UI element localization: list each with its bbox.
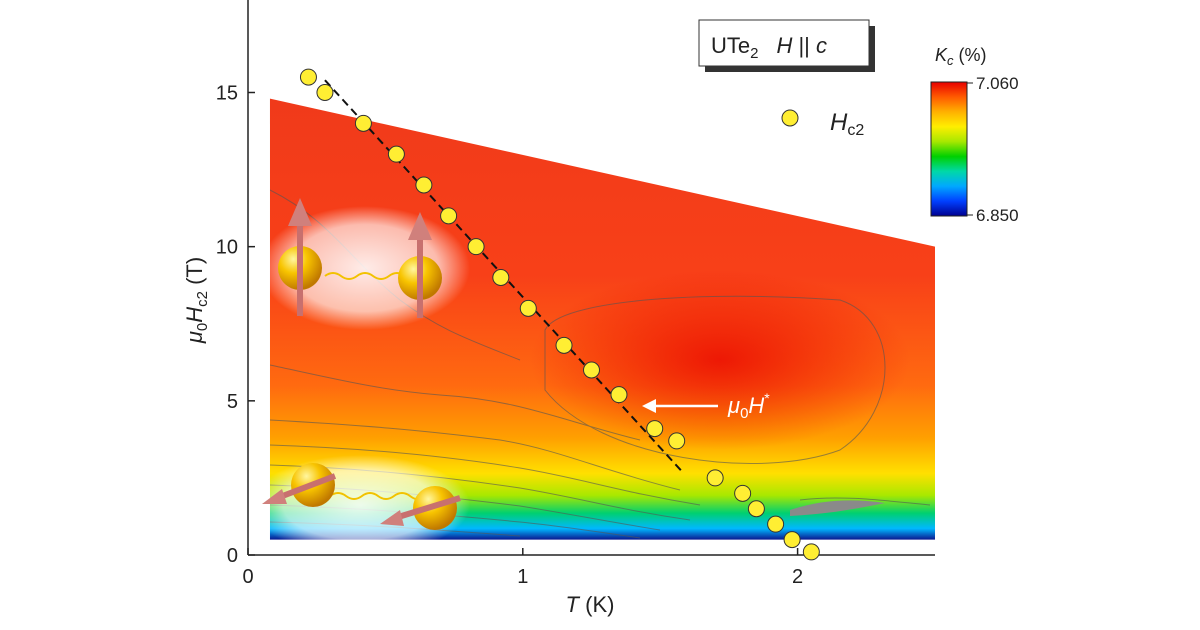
- gray-patch: [790, 500, 885, 516]
- title-text: UTe2 H || c: [711, 33, 827, 62]
- hc2-point: [387, 145, 405, 163]
- colorbar-title: Kc (%): [935, 45, 987, 68]
- hc2-point: [316, 84, 334, 101]
- hc2-point: [583, 361, 600, 379]
- hc2-points: [299, 68, 820, 561]
- hc2-point: [802, 543, 820, 561]
- hc2-point: [706, 469, 724, 487]
- colorbar-min-label: 6.850: [976, 206, 1019, 225]
- legend-label-hc2: Hc2: [830, 109, 864, 139]
- colorbar-max-label: 7.060: [976, 74, 1019, 93]
- y-tick-label: 5: [227, 391, 238, 413]
- annotation-label: μ0H*: [727, 390, 770, 422]
- hc2-point: [734, 484, 752, 502]
- title-box: UTe2 H || c: [698, 19, 875, 72]
- hc2-point: [519, 299, 537, 317]
- hc2-point: [610, 386, 628, 404]
- x-tick-label: 0: [242, 566, 253, 588]
- hc2-point: [467, 238, 485, 256]
- legend-marker-hc2: [781, 109, 799, 127]
- hot-spot: [530, 270, 910, 450]
- legend: Hc2: [781, 109, 864, 139]
- hc2-point: [354, 114, 372, 132]
- y-tick-label: 0: [227, 545, 238, 567]
- hc2-point: [555, 336, 573, 354]
- hc2-point: [783, 531, 801, 549]
- hc2-point: [646, 420, 664, 438]
- hc2-point: [492, 269, 510, 286]
- hc2-point: [415, 176, 433, 194]
- y-axis-label: μ0Hc2 (T): [182, 257, 211, 344]
- spin-pair-antiparallel: [250, 455, 470, 555]
- colorbar: Kc (%) 7.060 6.850: [930, 45, 1019, 225]
- y-tick-label: 10: [216, 237, 238, 259]
- y-tick-label: 15: [216, 83, 238, 105]
- hc2-point: [440, 207, 458, 225]
- hc2-point: [668, 432, 686, 450]
- hc2-point: [767, 515, 785, 533]
- annotation-hstar: μ0H*: [642, 390, 770, 422]
- x-tick-label: 1: [517, 566, 528, 588]
- colorbar-gradient: [930, 81, 968, 217]
- axes: 0 1 2 0 5 10 15: [216, 0, 935, 588]
- spin-pair-parallel: [260, 198, 470, 330]
- hc2-point: [747, 500, 765, 518]
- x-tick-label: 2: [792, 566, 803, 588]
- x-axis-label: T (K): [566, 592, 615, 617]
- hc2-point: [299, 68, 317, 86]
- color-map: [269, 98, 935, 540]
